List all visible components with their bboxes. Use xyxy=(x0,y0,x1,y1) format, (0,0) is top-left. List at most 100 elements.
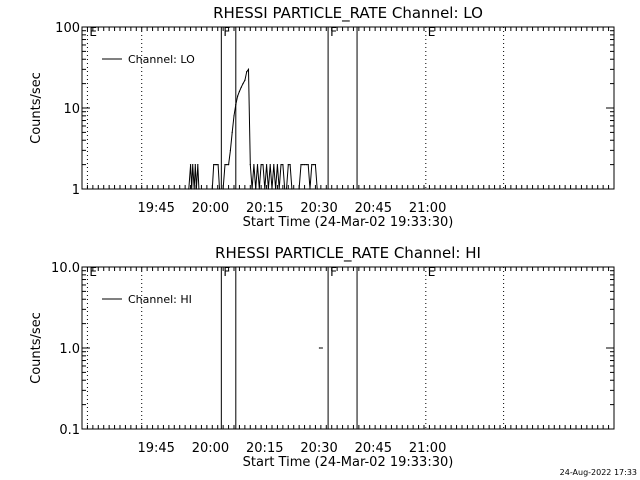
data-point xyxy=(237,95,239,97)
data-point xyxy=(192,164,194,166)
data-point xyxy=(303,164,306,166)
x-tick-label: 19:45 xyxy=(137,441,174,456)
data-point xyxy=(224,164,226,166)
data-point xyxy=(318,347,321,349)
data-point xyxy=(307,164,309,166)
data-point xyxy=(253,164,255,166)
data-point xyxy=(198,188,200,190)
x-tick-label: 20:15 xyxy=(246,441,283,456)
y-tick-label: 10.0 xyxy=(51,261,80,276)
data-point xyxy=(282,164,284,166)
chart-title: RHESSI PARTICLE_RATE Channel: HI xyxy=(215,244,481,263)
hi-channel-panel: RHESSI PARTICLE_RATE Channel: HI 0.1 1.0 10… xyxy=(29,244,615,470)
data-point xyxy=(255,188,257,190)
data-point xyxy=(284,188,286,190)
data-point xyxy=(321,347,323,349)
flare-flag: F xyxy=(223,25,230,39)
x-axis-label: Start Time (24-Mar-02 19:33:30) xyxy=(243,215,454,230)
data-point xyxy=(260,164,262,166)
x-tick-label: 21:00 xyxy=(409,441,446,456)
data-point xyxy=(229,149,231,151)
y-tick-label: 10 xyxy=(63,102,80,117)
data-point xyxy=(311,164,313,166)
chart-title: RHESSI PARTICLE_RATE Channel: LO xyxy=(213,4,483,23)
data-point xyxy=(246,71,248,73)
data-point xyxy=(193,188,195,190)
data-point xyxy=(216,164,218,166)
x-tick-label: 19:45 xyxy=(137,201,174,216)
data-point xyxy=(271,188,273,190)
data-point xyxy=(267,188,269,190)
data-point xyxy=(189,164,192,166)
data-point xyxy=(197,164,199,166)
data-point xyxy=(265,164,268,166)
data-point xyxy=(280,164,282,166)
y-axis-label: Counts/sec xyxy=(29,312,44,384)
legend-label: Channel: HI xyxy=(128,293,192,306)
data-point xyxy=(217,164,219,166)
data-point xyxy=(214,164,216,166)
data-point xyxy=(235,104,237,106)
data-point xyxy=(275,188,277,190)
data-point xyxy=(300,164,302,166)
data-point xyxy=(233,115,235,117)
data-point xyxy=(188,188,190,190)
data-point xyxy=(314,164,317,166)
plot-timestamp: 24-Aug-2022 17:33 xyxy=(560,468,637,477)
flare-flag: F xyxy=(330,25,337,39)
data-point xyxy=(285,188,288,190)
data-point xyxy=(289,164,291,166)
x-tick-label: 20:45 xyxy=(355,441,392,456)
data-point xyxy=(231,131,233,133)
x-axis-label: Start Time (24-Mar-02 19:33:30) xyxy=(243,455,454,470)
data-point xyxy=(249,164,251,166)
series-line-channel-lo xyxy=(188,67,318,190)
x-tick-label: 20:00 xyxy=(192,201,229,216)
eclipse-flag: E xyxy=(428,25,436,39)
data-point xyxy=(191,188,193,190)
data-point xyxy=(218,188,221,190)
data-point xyxy=(226,164,228,166)
data-point xyxy=(276,164,279,166)
plot-frame xyxy=(81,266,615,430)
x-tick-label: 20:30 xyxy=(300,441,337,456)
data-point xyxy=(269,164,271,166)
legend-label: Channel: LO xyxy=(128,53,195,66)
y-tick-label: 100 xyxy=(55,21,80,36)
data-point xyxy=(242,83,244,85)
data-point xyxy=(227,164,230,166)
data-point xyxy=(313,164,315,166)
data-point xyxy=(302,164,304,166)
data-point xyxy=(251,188,253,190)
data-point xyxy=(244,79,246,81)
data-point xyxy=(238,90,241,93)
data-point xyxy=(222,188,224,190)
data-point xyxy=(298,188,300,190)
lo-channel-panel: RHESSI PARTICLE_RATE Channel: LO 1 10 100 19… xyxy=(29,4,615,230)
y-tick-label: 1.0 xyxy=(59,342,80,357)
flare-flag: F xyxy=(223,265,230,279)
y-tick-label: 1 xyxy=(72,183,80,198)
data-point xyxy=(264,188,266,190)
data-point xyxy=(213,164,215,166)
data-point xyxy=(211,188,213,190)
x-tick-label: 20:15 xyxy=(246,201,283,216)
data-point xyxy=(194,164,196,166)
flare-flag: F xyxy=(330,265,337,279)
data-point xyxy=(247,68,250,70)
data-point xyxy=(287,164,289,166)
x-tick-label: 20:30 xyxy=(300,201,337,216)
data-point xyxy=(305,164,307,166)
data-point xyxy=(258,188,260,190)
y-axis-label: Counts/sec xyxy=(29,72,44,144)
data-point xyxy=(273,164,275,166)
eclipse-flag: E xyxy=(428,265,436,279)
plot-frame xyxy=(81,26,615,190)
data-point xyxy=(256,164,259,166)
x-tick-label: 21:00 xyxy=(409,201,446,216)
data-point xyxy=(262,164,264,166)
data-point xyxy=(316,188,318,190)
data-point xyxy=(240,86,242,88)
x-tick-label: 20:00 xyxy=(192,441,229,456)
eclipse-flag: E xyxy=(89,25,97,39)
